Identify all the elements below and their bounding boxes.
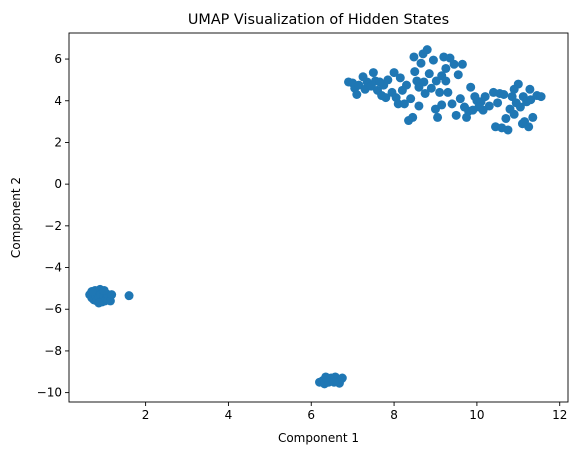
scatter-point — [524, 122, 534, 132]
scatter-point — [443, 87, 453, 97]
scatter-point — [453, 70, 463, 80]
scatter-point — [447, 99, 457, 109]
y-tick-label: 4 — [54, 94, 62, 108]
x-tick-label: 6 — [307, 408, 315, 422]
scatter-point — [420, 88, 430, 98]
scatter-point — [416, 58, 426, 68]
y-tick-label: 0 — [54, 177, 62, 191]
scatter-point — [536, 92, 546, 102]
scatter-point — [399, 99, 409, 109]
scatter-point — [435, 87, 445, 97]
x-axis: 2 4 6 8 10 12 — [142, 402, 567, 422]
scatter-point — [337, 373, 347, 383]
scatter-point — [321, 372, 331, 382]
scatter-point — [457, 59, 467, 69]
y-axis: −10 −8 −6 −4 −2 0 2 4 6 — [37, 52, 69, 400]
y-axis-label: Component 2 — [9, 177, 23, 258]
scatter-point — [480, 92, 490, 102]
scatter-point — [87, 287, 97, 297]
y-tick-label: −8 — [44, 344, 62, 358]
scatter-point — [455, 94, 465, 104]
scatter-point — [499, 90, 509, 99]
y-tick-label: 2 — [54, 135, 62, 149]
scatter-point — [368, 68, 378, 78]
scatter-point — [393, 99, 403, 109]
scatter-point — [395, 73, 405, 83]
scatter-point — [466, 82, 476, 92]
scatter-point — [433, 112, 443, 122]
y-tick-label: −2 — [44, 219, 62, 233]
x-tick-label: 8 — [390, 408, 398, 422]
scatter-point — [528, 112, 538, 122]
scatter-point — [426, 83, 436, 93]
scatter-point — [470, 92, 480, 102]
scatter-point — [375, 77, 385, 87]
scatter-point — [503, 125, 513, 135]
scatter-point — [493, 98, 503, 108]
scatter-point — [383, 75, 393, 85]
x-tick-label: 4 — [225, 408, 233, 422]
scatter-point — [501, 113, 511, 123]
y-tick-label: −6 — [44, 302, 62, 316]
x-tick-label: 10 — [469, 408, 484, 422]
scatter-point — [441, 76, 451, 86]
y-tick-label: 6 — [54, 52, 62, 66]
scatter-point — [99, 285, 109, 295]
plot-frame — [68, 32, 569, 403]
scatter-point — [428, 55, 438, 65]
points-layer — [85, 45, 546, 389]
scatter-point — [419, 77, 429, 87]
scatter-point — [525, 84, 535, 94]
x-tick-label: 2 — [142, 408, 150, 422]
y-tick-label: −10 — [37, 386, 62, 400]
scatter-point — [409, 52, 419, 62]
x-axis-label: Component 1 — [278, 431, 359, 445]
chart-title: UMAP Visualization of Hidden States — [188, 12, 449, 28]
scatter-point — [124, 291, 134, 301]
scatter-point — [408, 112, 418, 122]
scatter-point — [424, 69, 434, 79]
scatter-point — [107, 290, 117, 300]
scatter-point — [410, 67, 420, 77]
scatter-point — [406, 94, 416, 104]
scatter-point — [451, 110, 461, 120]
scatter-point — [509, 84, 519, 94]
scatter-point — [402, 80, 411, 90]
scatter-point — [422, 45, 432, 55]
scatter-point — [515, 102, 525, 112]
scatter-point — [381, 93, 391, 103]
scatter-point — [329, 377, 339, 387]
scatter-point — [94, 298, 104, 308]
scatter-point — [441, 63, 451, 73]
scatter-point — [474, 102, 484, 112]
scatter-point — [509, 109, 519, 119]
scatter-point — [352, 90, 362, 99]
scatter-point — [449, 59, 459, 69]
x-tick-label: 12 — [552, 408, 567, 422]
scatter-point — [389, 68, 399, 78]
scatter-point — [484, 101, 494, 111]
scatter-point — [414, 101, 424, 111]
scatter-point — [437, 100, 447, 110]
y-tick-label: −4 — [44, 261, 62, 275]
